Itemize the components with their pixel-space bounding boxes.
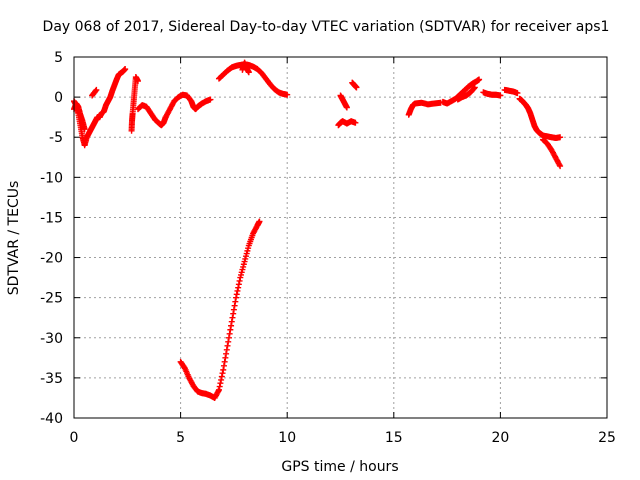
data-point xyxy=(245,69,252,76)
data-point xyxy=(256,218,263,225)
y-tick-label: -25 xyxy=(40,291,63,307)
data-point xyxy=(343,104,350,111)
data-point xyxy=(497,92,504,99)
x-tick-label: 5 xyxy=(176,430,185,446)
y-tick-label: -5 xyxy=(49,130,63,146)
data-point xyxy=(228,322,235,329)
data-point xyxy=(222,354,229,361)
data-point xyxy=(471,84,478,91)
data-point xyxy=(236,277,243,284)
data-point xyxy=(220,362,227,369)
x-tick-label: 15 xyxy=(385,430,403,446)
data-point xyxy=(92,87,99,94)
data-point xyxy=(476,76,483,83)
y-tick-label: 5 xyxy=(54,50,63,66)
y-tick-label: -10 xyxy=(40,170,63,186)
x-tick-label: 25 xyxy=(598,430,616,446)
data-point xyxy=(226,330,233,337)
data-point xyxy=(122,66,129,73)
data-point xyxy=(230,310,237,317)
data-point xyxy=(235,284,242,291)
data-point xyxy=(228,318,235,325)
data-point xyxy=(471,85,478,92)
data-point xyxy=(221,358,228,365)
data-point xyxy=(207,96,214,103)
y-tick-label: -35 xyxy=(40,371,63,387)
axis-ticks: 0 5 10 15 20 25 5 0 -5 -10 -15 -20 -25 -30 -35 -40 xyxy=(40,50,616,446)
data-point xyxy=(220,366,227,373)
data-point xyxy=(218,373,225,380)
data-point xyxy=(225,338,232,345)
data-point xyxy=(217,380,224,387)
data-point xyxy=(234,287,241,294)
data-point xyxy=(557,134,564,141)
data-point xyxy=(227,326,234,333)
x-axis-label: GPS time / hours xyxy=(281,459,398,475)
x-tick-label: 10 xyxy=(278,430,296,446)
data-point xyxy=(215,386,222,393)
data-point xyxy=(216,383,223,390)
data-point xyxy=(233,291,240,298)
data-point xyxy=(229,314,236,321)
data-point xyxy=(557,163,564,170)
plot-frame xyxy=(73,56,608,419)
data-point xyxy=(218,376,225,383)
data-point xyxy=(232,298,239,305)
data-point xyxy=(353,84,360,91)
data-point xyxy=(284,91,291,98)
y-axis-label: SDTVAR / TECUs xyxy=(6,181,22,296)
x-tick-label: 20 xyxy=(491,430,509,446)
data-point xyxy=(93,86,100,93)
data-point xyxy=(235,281,242,288)
x-tick-label: 0 xyxy=(70,430,79,446)
data-point xyxy=(352,119,359,126)
data-point xyxy=(514,90,521,97)
y-tick-label: 0 xyxy=(54,90,63,106)
data-points xyxy=(71,59,564,401)
data-point xyxy=(134,78,141,85)
data-point xyxy=(223,346,230,353)
y-tick-label: -40 xyxy=(40,411,63,427)
data-point xyxy=(219,370,226,377)
data-point xyxy=(225,334,232,341)
data-point xyxy=(233,294,240,301)
data-point xyxy=(224,342,231,349)
data-point xyxy=(231,302,238,309)
y-tick-label: -30 xyxy=(40,331,63,347)
data-point xyxy=(81,126,88,133)
y-tick-label: -20 xyxy=(40,251,63,267)
chart-title: Day 068 of 2017, Sidereal Day-to-day VTE… xyxy=(43,19,610,35)
data-point xyxy=(223,350,230,357)
data-point xyxy=(230,306,237,313)
y-tick-label: -15 xyxy=(40,210,63,226)
